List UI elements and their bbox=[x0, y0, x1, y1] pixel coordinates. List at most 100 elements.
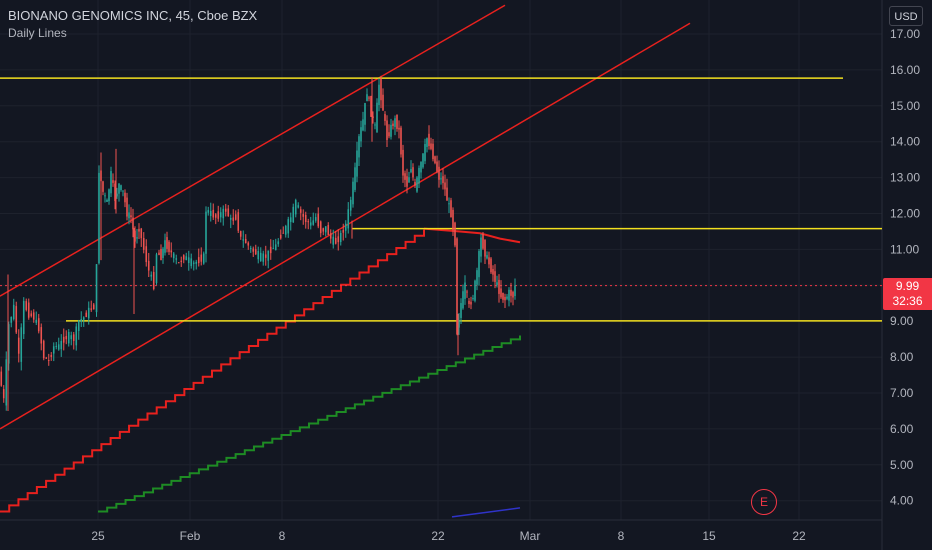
candle-body bbox=[62, 336, 65, 343]
candle-body bbox=[444, 182, 446, 190]
candle-body bbox=[180, 260, 183, 262]
y-tick-label: 6.00 bbox=[890, 422, 914, 436]
y-tick-label: 12.00 bbox=[890, 207, 920, 221]
candle-body bbox=[498, 279, 500, 294]
x-tick-label: Feb bbox=[180, 529, 201, 543]
candle-body bbox=[432, 143, 434, 160]
x-tick-label: 22 bbox=[431, 529, 445, 543]
candle-body bbox=[42, 340, 45, 359]
candle-body bbox=[118, 183, 120, 194]
candle-body bbox=[339, 232, 342, 243]
candle-body bbox=[462, 291, 464, 309]
candle-body bbox=[229, 217, 232, 220]
candle-body bbox=[55, 345, 58, 347]
chart-header: BIONANO GENOMICS INC, 45, Cboe BZX Daily… bbox=[8, 8, 257, 40]
candle-body bbox=[448, 203, 450, 205]
candle-body bbox=[128, 212, 130, 219]
y-tick-label: 4.00 bbox=[890, 494, 914, 508]
candle-body bbox=[152, 271, 155, 289]
candle-body bbox=[390, 124, 392, 137]
current-price-value: 9.99 bbox=[895, 279, 920, 293]
candle-body bbox=[364, 103, 366, 125]
candle-body bbox=[85, 312, 88, 318]
candle-body bbox=[460, 303, 462, 318]
candle-body bbox=[422, 153, 424, 168]
candle-body bbox=[92, 304, 95, 310]
candle-body bbox=[474, 280, 476, 301]
candle-body bbox=[95, 264, 98, 313]
candle-body bbox=[418, 167, 420, 184]
candle-body bbox=[112, 180, 114, 183]
candle-body bbox=[164, 240, 166, 253]
candle-body bbox=[202, 253, 205, 264]
candle-body bbox=[82, 317, 85, 320]
candle-body bbox=[327, 225, 330, 235]
earnings-marker[interactable]: E bbox=[751, 489, 777, 515]
candle-body bbox=[45, 357, 48, 359]
candle-body bbox=[279, 234, 282, 239]
candle-body bbox=[244, 238, 247, 244]
candle-body bbox=[60, 341, 63, 350]
candle-body bbox=[158, 252, 160, 255]
candle-body bbox=[294, 200, 297, 215]
candle-body bbox=[446, 187, 448, 201]
candle-body bbox=[344, 223, 347, 231]
candle-body bbox=[496, 282, 498, 285]
red-step-tail bbox=[423, 227, 521, 244]
candle-body bbox=[307, 221, 310, 223]
candle-body bbox=[494, 271, 496, 282]
candle-body bbox=[500, 288, 502, 298]
candle-body bbox=[404, 173, 406, 180]
candle-body bbox=[102, 181, 104, 192]
x-tick-label: 8 bbox=[279, 529, 286, 543]
candle-body bbox=[492, 269, 494, 275]
candle-body bbox=[207, 210, 210, 213]
candle-body bbox=[197, 257, 200, 264]
candle-body bbox=[468, 300, 470, 304]
candle-body bbox=[237, 212, 240, 231]
candle-body bbox=[162, 248, 164, 258]
candle-body bbox=[347, 209, 350, 229]
candle-body bbox=[354, 167, 356, 190]
y-tick-label: 7.00 bbox=[890, 386, 914, 400]
candle-body bbox=[140, 228, 143, 239]
candle-body bbox=[120, 185, 122, 191]
candle-body bbox=[384, 114, 386, 121]
candle-body bbox=[166, 237, 168, 249]
candle-body bbox=[132, 217, 134, 230]
candle-body bbox=[382, 94, 384, 111]
candle-body bbox=[252, 248, 255, 252]
candle-body bbox=[302, 214, 305, 217]
candle-body bbox=[420, 162, 422, 173]
candle-body bbox=[195, 261, 198, 264]
candle-body bbox=[284, 225, 287, 235]
candle-body bbox=[7, 324, 10, 364]
candle-body bbox=[299, 209, 302, 213]
candle-body bbox=[232, 217, 235, 221]
candle-body bbox=[366, 94, 368, 102]
candle-body bbox=[416, 177, 418, 192]
currency-button[interactable]: USD bbox=[889, 6, 923, 26]
candle-body bbox=[75, 326, 78, 346]
candle-body bbox=[378, 84, 380, 105]
candle-body bbox=[222, 208, 225, 219]
candle-body bbox=[380, 78, 382, 101]
candle-body bbox=[478, 251, 480, 278]
candle-body bbox=[136, 237, 138, 239]
candle-body bbox=[332, 236, 335, 245]
candle-body bbox=[480, 237, 482, 257]
candle-body bbox=[398, 127, 400, 130]
candle-body bbox=[430, 143, 432, 149]
candle-body bbox=[25, 301, 28, 310]
candle-body bbox=[360, 127, 362, 142]
candle-body bbox=[50, 354, 53, 357]
candle-body bbox=[412, 167, 414, 178]
candle-body bbox=[0, 371, 3, 386]
y-tick-label: 17.00 bbox=[890, 27, 920, 41]
y-tick-label: 16.00 bbox=[890, 63, 920, 77]
candle-body bbox=[17, 337, 20, 354]
candle-body bbox=[67, 331, 70, 344]
candle-body bbox=[108, 189, 110, 202]
candle-body bbox=[470, 301, 472, 305]
